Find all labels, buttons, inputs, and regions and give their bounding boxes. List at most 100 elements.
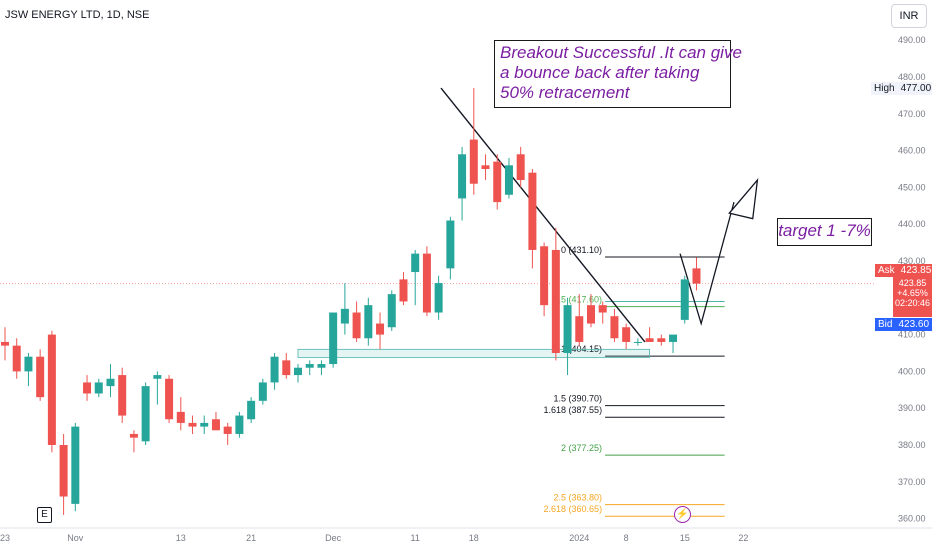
candle-body [1, 341, 9, 346]
last-price: 423.85 [898, 278, 927, 288]
candle-body [235, 415, 244, 434]
high-label: High [874, 83, 895, 94]
candle-body [317, 364, 326, 368]
bid-tag: Bid 423.60 [875, 318, 932, 331]
candle-body [563, 305, 572, 353]
projection-arrow-head [728, 177, 759, 220]
earnings-badge[interactable]: E [37, 507, 52, 523]
candle-body [176, 411, 185, 423]
fib-level-label: 1.618 (387.55) [544, 405, 603, 415]
fibonacci-extension: 0 (431.10)0.5 (417.60)1 (404.15)1.5 (390… [544, 245, 725, 517]
candle-body [200, 422, 209, 427]
candle-body [387, 294, 396, 328]
fib-level-label: 0.5 (417.60) [554, 295, 603, 305]
candle-body [153, 375, 162, 379]
candle-body [270, 356, 279, 383]
candle-body [94, 382, 103, 394]
candle-body [188, 422, 197, 427]
candle-body [633, 341, 642, 343]
candle-body [645, 338, 654, 342]
candle-body [610, 316, 619, 339]
candle-body [446, 220, 455, 269]
candle-body [329, 312, 338, 365]
candle-body [305, 364, 314, 368]
price-tick-label: 480.00 [898, 72, 926, 82]
candle-body [551, 249, 560, 353]
candle-body [83, 382, 92, 394]
bar-countdown: 02:20:46 [894, 298, 931, 308]
candle-body [12, 345, 21, 372]
price-axis: 490.00 480.00 470.00 460.00 450.00 440.00 430.… [0, 35, 932, 529]
candle-body [458, 154, 467, 199]
time-tick-label: 8 [624, 533, 629, 543]
candle-body [622, 327, 631, 342]
lightning-bolt-icon[interactable]: ⚡ [674, 506, 691, 523]
fib-level-label: 1.5 (390.70) [554, 394, 603, 404]
price-tick-label: 360.00 [898, 514, 926, 524]
note-line-2: a bounce back after taking [500, 63, 700, 82]
candle-body [469, 139, 478, 184]
note-line-3: 50% retracement [500, 83, 630, 102]
price-tick-label: 430.00 [898, 256, 926, 266]
time-tick-label: 21 [246, 533, 256, 543]
fib-level-label: 2.5 (363.80) [554, 493, 603, 503]
time-tick-label: Nov [67, 533, 84, 543]
candle-body [106, 378, 115, 387]
support-zone [297, 348, 651, 358]
candle-body [399, 279, 408, 302]
time-tick-label: 11 [411, 533, 420, 543]
price-tick-label: 470.00 [898, 109, 926, 119]
candle-body [282, 360, 291, 376]
candle-body [434, 283, 443, 313]
candle-body [165, 378, 174, 420]
last-price-tag: 423.85 +4.65% 02:20:46 [893, 277, 932, 317]
fib-level-label: 0 (431.10) [561, 245, 602, 255]
candle-body [516, 154, 525, 181]
candle-body [422, 253, 431, 313]
candle-body [24, 356, 33, 372]
analysis-note[interactable]: Breakout Successful .It can give a bounc… [494, 40, 742, 108]
time-tick-label: 2024 [569, 533, 589, 543]
ask-label: Ask [878, 265, 895, 276]
ask-tag: Ask 423.85 [875, 264, 932, 277]
target-note[interactable]: target 1 -7% [777, 218, 872, 246]
candle-body [493, 161, 502, 203]
price-tick-label: 370.00 [898, 477, 926, 487]
symbol-title: JSW ENERGY LTD, 1D, NSE [5, 9, 150, 21]
candle-body [692, 268, 701, 284]
fib-level-label: 2 (377.25) [561, 443, 602, 453]
time-tick-label: 23 [0, 533, 10, 543]
time-tick-label: 22 [738, 533, 748, 543]
time-axis: 23 Nov 13 21 Dec 11 18 2024 8 15 22 [0, 533, 748, 543]
candle-body [540, 246, 549, 306]
candle-body [247, 400, 256, 420]
candles [1, 88, 701, 515]
price-tick-label: 460.00 [898, 146, 926, 156]
time-tick-label: Dec [325, 533, 342, 543]
candle-body [364, 305, 373, 339]
candle-body [680, 279, 689, 320]
candle-body [47, 334, 56, 445]
candle-body [258, 382, 267, 401]
price-tick-label: 400.00 [898, 366, 926, 376]
projection-path [679, 201, 735, 326]
time-tick-label: 15 [680, 533, 690, 543]
candle-body [71, 426, 80, 504]
candle-body [481, 165, 490, 169]
fib-level-label: 2.618 (360.65) [544, 504, 603, 514]
candle-body [352, 312, 361, 339]
price-tick-label: 490.00 [898, 35, 926, 45]
candle-body [36, 356, 45, 398]
candle-body [223, 426, 232, 434]
candle-body [504, 165, 513, 195]
trendline-drawings [297, 87, 759, 358]
candle-body [141, 386, 150, 442]
high-tag: High 477.00 [871, 82, 932, 95]
candle-body [411, 253, 420, 273]
candle-body [376, 323, 385, 335]
candle-body [657, 338, 666, 342]
time-tick-label: 13 [176, 533, 186, 543]
candle-body [59, 445, 68, 497]
currency-selector[interactable]: INR [891, 4, 927, 28]
